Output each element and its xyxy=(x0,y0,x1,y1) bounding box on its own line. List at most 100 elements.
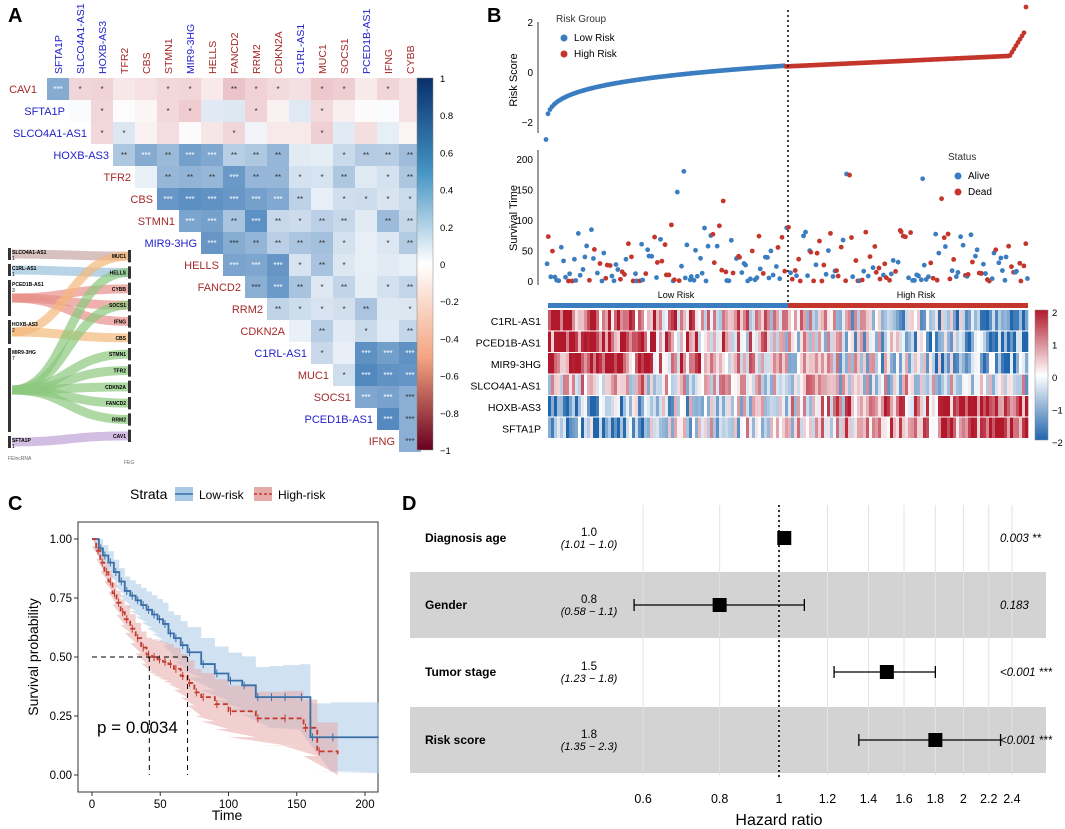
corr-cell xyxy=(355,364,377,386)
heatmap-cell xyxy=(770,417,774,438)
heatmap-cell xyxy=(935,310,939,331)
heatmap-cell xyxy=(611,417,615,438)
heatmap-cell xyxy=(692,353,696,374)
heatmap-cell xyxy=(560,310,564,331)
heatmap-cell xyxy=(821,310,825,331)
heatmap-cell xyxy=(653,353,657,374)
heatmap-cell xyxy=(899,396,903,417)
heatmap-cell xyxy=(767,353,771,374)
survival-time-point xyxy=(550,248,555,254)
sankey-right-label: CDKN2A xyxy=(105,385,126,391)
heatmap-cell xyxy=(776,353,780,374)
heatmap-cell xyxy=(833,353,837,374)
heatmap-cell xyxy=(857,310,861,331)
heatmap-cell xyxy=(941,374,945,395)
heatmap-cell xyxy=(644,310,648,331)
heatmap-cell xyxy=(941,396,945,417)
heatmap-cell xyxy=(572,310,576,331)
heatmap-cell xyxy=(620,331,624,352)
corr-cell xyxy=(223,144,245,166)
significance-stars: ** xyxy=(407,239,413,248)
corr-cell xyxy=(333,144,355,166)
sankey-right-node xyxy=(128,348,131,361)
heatmap-cell xyxy=(1016,310,1020,331)
significance-stars: ** xyxy=(297,283,303,292)
heatmap-cell xyxy=(974,417,978,438)
significance-stars: *** xyxy=(273,283,282,292)
heatmap-cell xyxy=(983,353,987,374)
survival-time-point xyxy=(589,227,594,233)
heatmap-cell xyxy=(932,374,936,395)
significance-stars: *** xyxy=(405,415,414,424)
heatmap-cell xyxy=(779,353,783,374)
survival-time-point xyxy=(821,262,827,268)
heatmap-cell xyxy=(869,417,873,438)
heatmap-cell xyxy=(602,396,606,417)
survival-time-point xyxy=(625,241,631,247)
heatmap-cell xyxy=(551,310,555,331)
heatmap-cell xyxy=(833,396,837,417)
heatmap-cell xyxy=(602,417,606,438)
survival-time-point xyxy=(705,243,711,249)
heatmap-cell xyxy=(836,331,840,352)
heatmap-cell xyxy=(950,374,954,395)
low-risk-legend-dot xyxy=(560,34,568,42)
survival-time-point xyxy=(749,248,755,254)
sankey-right-node xyxy=(128,380,131,393)
survival-time-point xyxy=(654,260,660,265)
significance-stars: * xyxy=(276,85,279,94)
survival-time-point xyxy=(921,262,927,268)
heatmap-cell xyxy=(719,331,723,352)
heatmap-cell xyxy=(713,396,717,417)
heatmap-cell xyxy=(875,310,879,331)
heatmap-cell xyxy=(998,331,1002,352)
correlation-colorbar-ticks: 10.80.60.40.20−0.2−0.4−0.6−0.8−1 xyxy=(440,74,459,457)
heatmap-row-label: SLCO4A1-AS1 xyxy=(470,380,541,392)
heatmap-row-label: PCED1B-AS1 xyxy=(476,337,542,349)
heatmap-cell xyxy=(1016,374,1020,395)
heatmap-cell xyxy=(635,353,639,374)
low-risk-curve xyxy=(92,538,379,739)
heatmap-cell xyxy=(548,374,552,395)
heatmap-cell xyxy=(632,417,636,438)
heatmap-cell xyxy=(929,310,933,331)
corr-cell xyxy=(355,276,377,298)
survival-time-point xyxy=(936,250,942,256)
survival-time-point xyxy=(703,278,709,284)
survival-time-point xyxy=(693,247,698,253)
heatmap-cell xyxy=(704,396,708,417)
heatmap-cell xyxy=(806,417,810,438)
heatmap-cell xyxy=(1019,417,1023,438)
survival-y-tick: 0 xyxy=(527,277,533,288)
heatmap-cell xyxy=(863,331,867,352)
heatmap-cell xyxy=(1016,331,1020,352)
significance-stars: *** xyxy=(251,195,260,204)
survival-time-point xyxy=(955,270,961,275)
heatmap-cell xyxy=(989,353,993,374)
survival-time-point xyxy=(973,253,978,259)
column-label: C1RL-AS1 xyxy=(295,24,307,74)
heatmap-cell xyxy=(848,310,852,331)
heatmap-cell xyxy=(938,310,942,331)
sankey-left-title: FElncRNA xyxy=(8,456,32,462)
significance-stars: ** xyxy=(319,217,325,226)
high-risk-group-label: High Risk xyxy=(897,290,936,300)
corr-cell xyxy=(245,188,267,210)
heatmap-cell xyxy=(893,374,897,395)
heatmap-cell xyxy=(569,396,573,417)
survival-time-point xyxy=(942,244,948,249)
heatmap-cell xyxy=(581,310,585,331)
sankey-left-node xyxy=(8,436,11,448)
significance-stars: *** xyxy=(405,393,414,402)
sankey-right-label: SOCS1 xyxy=(109,303,126,309)
heatmap-cell xyxy=(638,396,642,417)
corr-cell xyxy=(399,386,421,408)
survival-time-point xyxy=(867,254,873,260)
heatmap-cell xyxy=(590,417,594,438)
heatmap-cell xyxy=(716,310,720,331)
heatmap-cell xyxy=(659,331,663,352)
forest-xlabel: Hazard ratio xyxy=(735,812,822,829)
heatmap-cell xyxy=(896,374,900,395)
heatmap-cell xyxy=(974,396,978,417)
heatmap-cell xyxy=(623,374,627,395)
